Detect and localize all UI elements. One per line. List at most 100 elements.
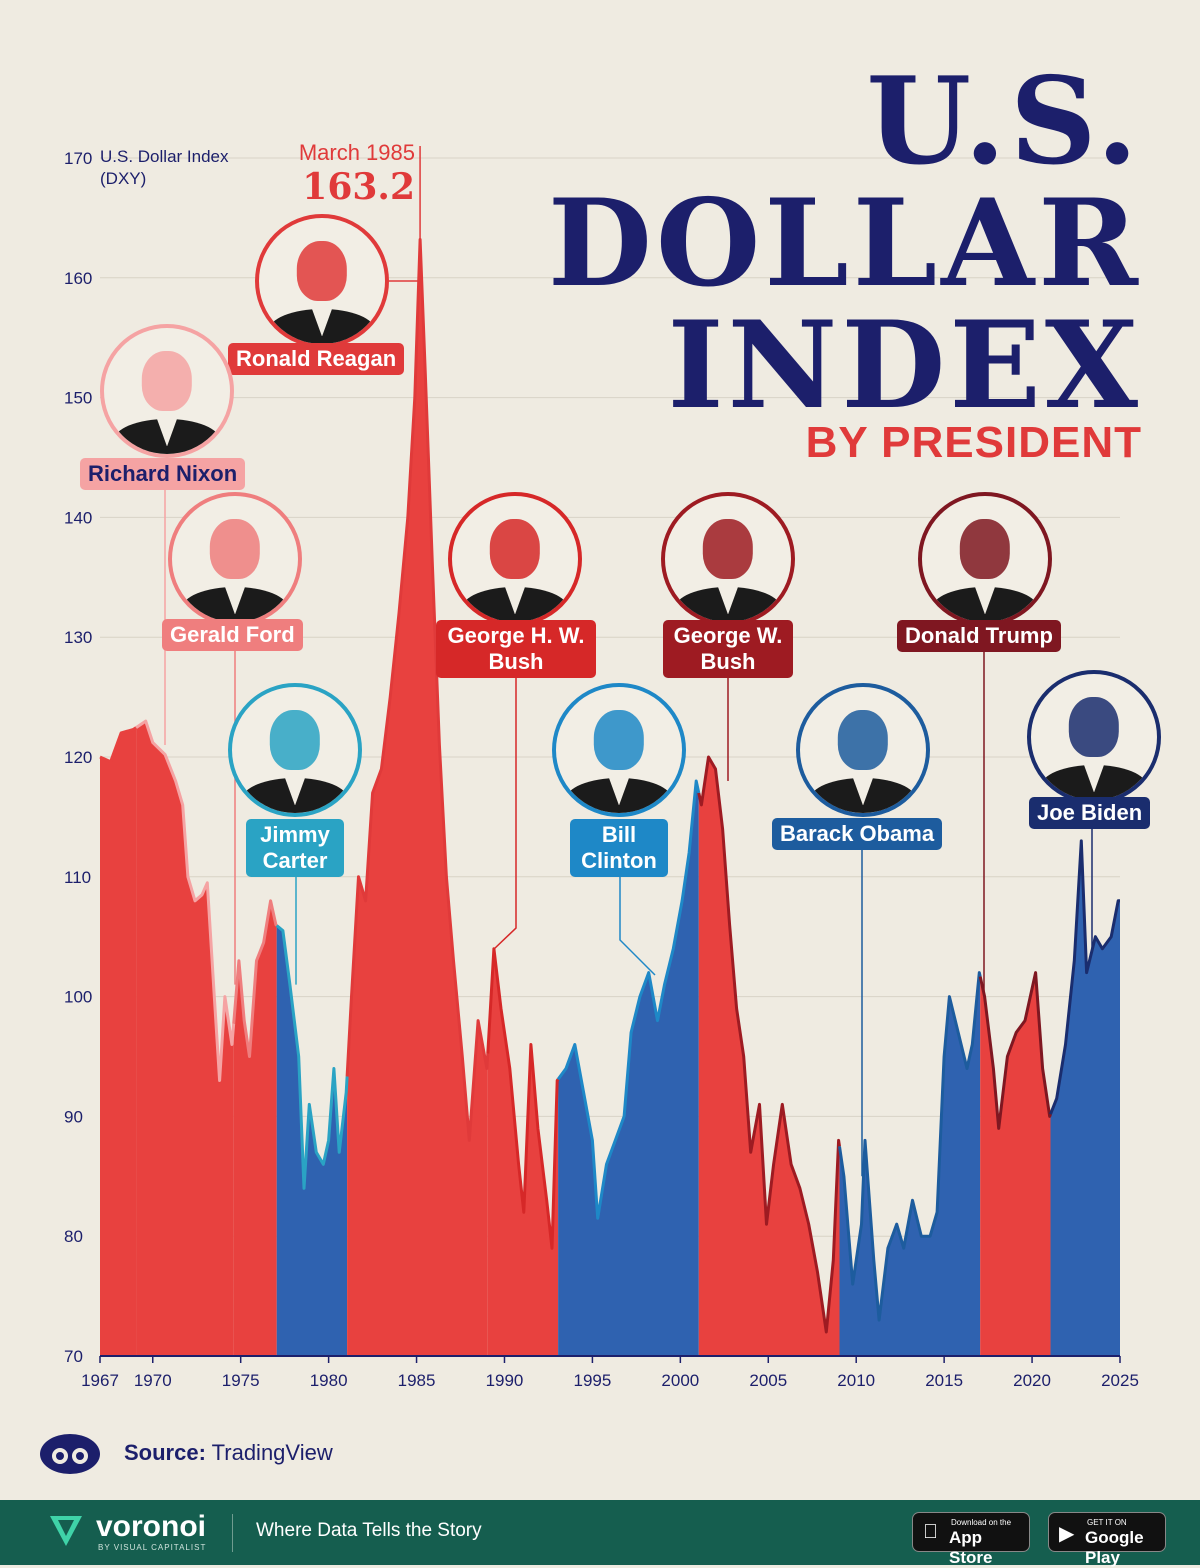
gw-bush-face-icon xyxy=(702,518,754,580)
term-area xyxy=(487,948,559,1356)
leader-lines xyxy=(164,146,1093,1177)
google-play-icon: ▶ xyxy=(1059,1523,1075,1545)
obama-name: Barack Obama xyxy=(772,818,943,850)
peak-month-label: March 1985 xyxy=(298,140,415,165)
nixon-name: Richard Nixon xyxy=(80,458,246,490)
y-tick-label: 120 xyxy=(64,748,92,767)
ford-name: Gerald Ford xyxy=(162,619,303,651)
biden-face-icon xyxy=(1068,696,1120,758)
clinton-name: Bill Clinton xyxy=(570,819,668,877)
term-line xyxy=(556,779,701,1220)
clinton-face-icon xyxy=(593,709,645,771)
ghw-bush-face-icon xyxy=(489,518,541,580)
trump-face-icon xyxy=(959,518,1011,580)
area-fills xyxy=(100,239,1120,1356)
y-tick-label: 110 xyxy=(64,868,91,887)
x-axis-ticks: 1967 1970 1975 1980 1985 1990 1995 2000 2005 2010… xyxy=(81,1356,1139,1390)
y-tick-label: 170 xyxy=(64,149,92,168)
carter-name: Jimmy Carter xyxy=(246,819,344,877)
term-area xyxy=(276,925,348,1356)
term-area xyxy=(347,239,488,1356)
x-tick-label: 1995 xyxy=(573,1371,611,1390)
trump-name: Donald Trump xyxy=(897,620,1061,652)
term-area xyxy=(1050,840,1120,1356)
x-tick-label: 1990 xyxy=(486,1371,524,1390)
title-line-1: U.S. xyxy=(866,51,1142,192)
gw-bush-portrait xyxy=(661,492,795,626)
voronoi-logo-icon xyxy=(50,1516,82,1546)
x-tick-label: 1967 xyxy=(81,1371,119,1390)
biden-portrait xyxy=(1027,670,1161,804)
app-store-label: App Store xyxy=(949,1528,993,1567)
term-area xyxy=(980,972,1051,1356)
source-value: TradingView xyxy=(211,1440,333,1465)
leader-line xyxy=(619,876,656,976)
brand-subtitle: BY VISUAL CAPITALIST xyxy=(98,1543,207,1552)
term-line xyxy=(978,971,1052,1130)
subtitle: BY PRESIDENT xyxy=(805,418,1142,467)
y-tick-label: 130 xyxy=(64,628,92,647)
x-tick-label: 1985 xyxy=(398,1371,436,1390)
ghw-bush-portrait xyxy=(448,492,582,626)
term-area xyxy=(698,757,840,1356)
trump-portrait xyxy=(918,492,1052,626)
ghw-bush-name: George H. W. Bush xyxy=(436,620,596,678)
x-tick-label: 2005 xyxy=(749,1371,787,1390)
x-tick-label: 2015 xyxy=(925,1371,963,1390)
term-area xyxy=(233,900,277,1356)
y-tick-label: 100 xyxy=(64,988,92,1007)
term-area xyxy=(100,727,137,1356)
nixon-face-icon xyxy=(141,350,193,412)
term-line xyxy=(99,726,137,764)
carter-face-icon xyxy=(269,709,321,771)
x-tick-label: 2025 xyxy=(1101,1371,1139,1390)
y-tick-label: 70 xyxy=(64,1347,83,1366)
term-line xyxy=(135,719,236,1082)
biden-name: Joe Biden xyxy=(1029,797,1151,829)
y-tick-label: 90 xyxy=(64,1107,83,1126)
leader-line xyxy=(389,239,421,282)
term-line xyxy=(1049,839,1120,1115)
leader-line xyxy=(492,676,517,951)
source-label: Source: xyxy=(124,1440,206,1465)
apple-icon:  xyxy=(923,1521,938,1544)
nixon-portrait xyxy=(100,324,234,458)
reagan-name: Ronald Reagan xyxy=(228,343,405,375)
x-tick-label: 2000 xyxy=(661,1371,699,1390)
y-tick-label: 80 xyxy=(64,1227,83,1246)
reagan-face-icon xyxy=(296,240,348,302)
brand-name: voronoi xyxy=(96,1510,206,1543)
ford-portrait xyxy=(168,492,302,626)
carter-portrait xyxy=(228,683,362,817)
google-play-label: Google Play xyxy=(1085,1528,1144,1567)
title-line-2: DOLLAR xyxy=(547,173,1142,314)
reagan-portrait xyxy=(255,214,389,348)
y-tick-label: 150 xyxy=(64,389,92,408)
ford-face-icon xyxy=(209,518,261,580)
term-line xyxy=(486,947,560,1250)
y-tick-label: 140 xyxy=(64,508,92,527)
x-tick-label: 2020 xyxy=(1013,1371,1051,1390)
footer-bar: voronoi BY VISUAL CAPITALIST Where Data … xyxy=(0,1500,1200,1567)
app-store-small: Download on the xyxy=(951,1518,1012,1527)
tagline: Where Data Tells the Story xyxy=(256,1520,482,1541)
x-tick-label: 1980 xyxy=(310,1371,348,1390)
y-axis-label: U.S. Dollar Index (DXY) xyxy=(100,147,229,188)
app-store-button[interactable]:  Download on the App Store xyxy=(912,1512,1030,1567)
gw-bush-name: George W. Bush xyxy=(663,620,793,678)
obama-face-icon xyxy=(837,709,889,771)
clinton-portrait xyxy=(552,683,686,817)
google-play-small: GET IT ON xyxy=(1087,1518,1127,1527)
y-axis-ticks: 70 80 90 100 110 120 130 140 150 160 170 xyxy=(64,149,92,1366)
term-line xyxy=(232,899,278,1058)
google-play-button[interactable]: ▶ GET IT ON Google Play xyxy=(1048,1512,1166,1567)
term-area xyxy=(136,721,234,1356)
term-line xyxy=(838,971,982,1322)
source-note: Source: TradingView xyxy=(124,1440,333,1466)
x-tick-label: 2010 xyxy=(837,1371,875,1390)
x-tick-label: 1975 xyxy=(222,1371,260,1390)
title-line-3: INDEX xyxy=(667,295,1142,436)
obama-portrait xyxy=(796,683,930,817)
y-tick-label: 160 xyxy=(64,269,92,288)
